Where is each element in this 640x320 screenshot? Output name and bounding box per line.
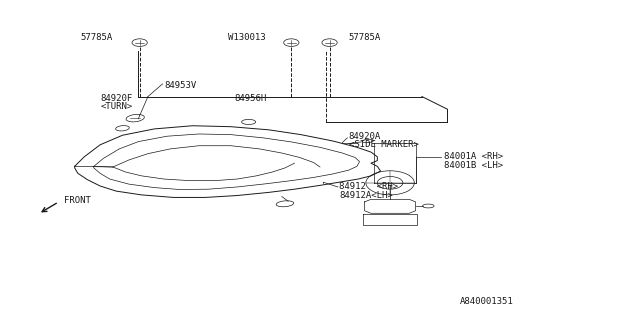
Text: 57785A: 57785A: [349, 33, 381, 42]
Text: 84920A: 84920A: [349, 132, 381, 141]
Text: 84912  <RH>: 84912 <RH>: [339, 182, 398, 191]
Text: 84956H: 84956H: [234, 94, 266, 103]
Text: 84001B <LH>: 84001B <LH>: [444, 161, 504, 170]
Text: <SIDE MARKER>: <SIDE MARKER>: [349, 140, 419, 149]
Text: 84953V: 84953V: [164, 81, 196, 90]
Text: A840001351: A840001351: [460, 297, 514, 306]
Text: 84912A<LH>: 84912A<LH>: [339, 191, 393, 200]
Text: 84920F: 84920F: [100, 94, 132, 103]
Text: 57785A: 57785A: [81, 33, 113, 42]
Text: W130013: W130013: [228, 33, 266, 42]
Text: FRONT: FRONT: [64, 196, 91, 205]
Text: <TURN>: <TURN>: [100, 102, 132, 111]
Text: 84001A <RH>: 84001A <RH>: [444, 152, 504, 161]
